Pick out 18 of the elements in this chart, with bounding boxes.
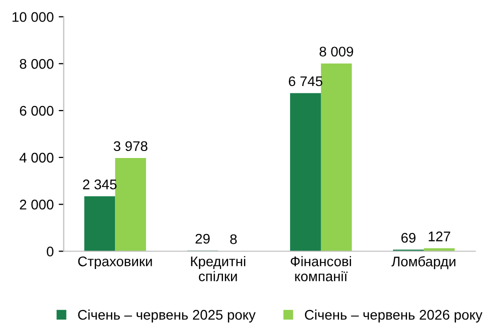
- data-label: 3 978: [114, 141, 148, 152]
- legend-label: Січень – червень 2026 року: [304, 310, 482, 322]
- x-tick-label: Фінансові компанії: [290, 256, 352, 282]
- y-tick-label: 10 000: [12, 12, 54, 22]
- x-tick-label: Кредитні спілки: [191, 256, 246, 282]
- legend-label: Січень – червень 2025 року: [78, 310, 256, 322]
- data-label: 8 009: [320, 46, 354, 57]
- x-tick-label: Страховики: [78, 256, 152, 270]
- data-label: 69: [401, 232, 416, 243]
- x-tick-label: Ломбарди: [392, 256, 456, 270]
- y-tick-label: 2 000: [20, 200, 54, 210]
- y-tick-label: 8 000: [20, 58, 54, 69]
- data-label: 8: [230, 234, 237, 244]
- data-label: 29: [196, 234, 210, 244]
- y-tick-label: 0: [46, 246, 54, 256]
- y-tick-label: 6 000: [20, 106, 54, 116]
- y-tick-label: 4 000: [20, 152, 54, 163]
- data-label: 127: [428, 232, 450, 242]
